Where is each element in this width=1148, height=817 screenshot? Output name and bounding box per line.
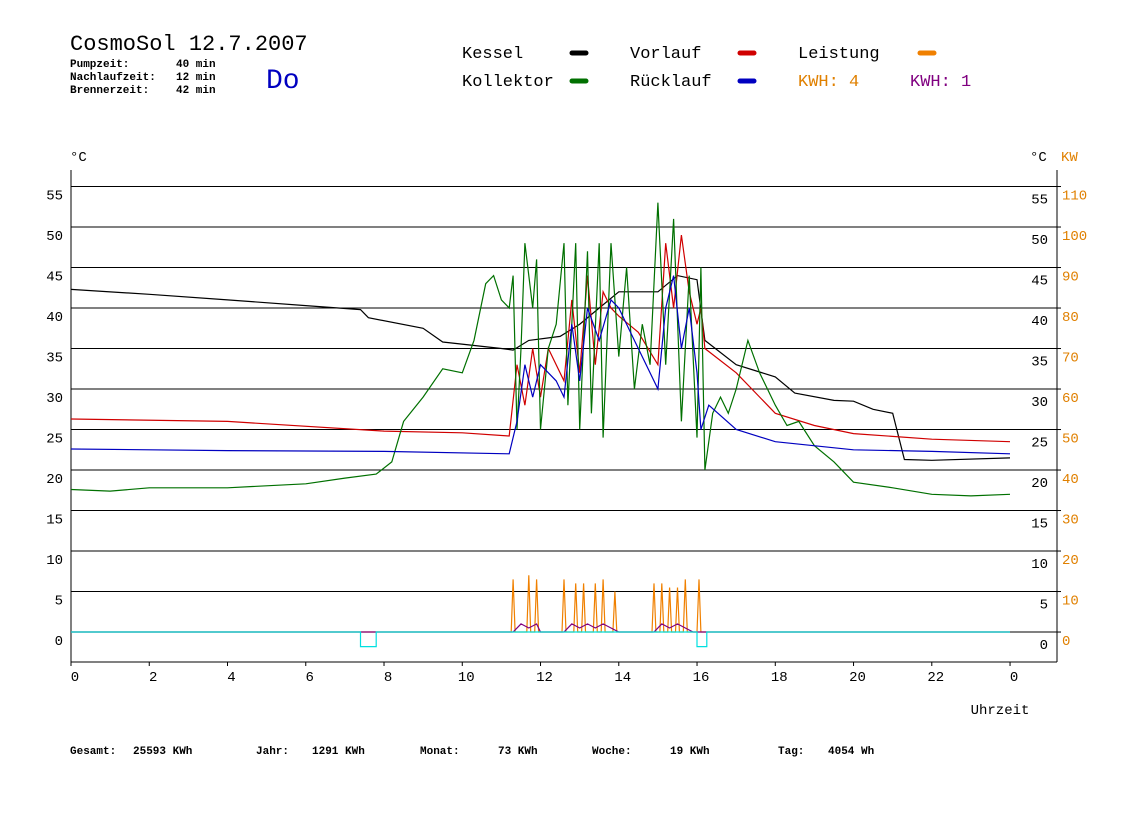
footer-label: Gesamt: xyxy=(70,746,116,758)
x-axis-label: Uhrzeit xyxy=(971,703,1030,719)
y2-tick-label: 60 xyxy=(1062,391,1079,407)
y-tick-label-right: 45 xyxy=(1031,274,1048,290)
y-tick-label-right: 25 xyxy=(1031,436,1048,452)
x-tick-label: 6 xyxy=(306,670,314,686)
footer-value: 4054 Wh xyxy=(828,746,874,758)
y-tick-label-right: 30 xyxy=(1031,395,1048,411)
y2-tick-label: 70 xyxy=(1062,351,1079,367)
y2-tick-label: 30 xyxy=(1062,513,1079,529)
y2-axis-label: KW xyxy=(1061,150,1078,166)
info-value: 40 min xyxy=(176,59,216,71)
x-tick-label: 14 xyxy=(614,670,631,686)
legend-label: Kessel xyxy=(462,45,523,64)
x-tick-label: 16 xyxy=(693,670,710,686)
y2-tick-label: 110 xyxy=(1062,189,1087,205)
y-tick-label-right: 10 xyxy=(1031,557,1048,573)
legend-label: Rücklauf xyxy=(630,73,712,92)
y-tick-label: 25 xyxy=(46,432,63,448)
footer-label: Tag: xyxy=(778,746,804,758)
info-value: 42 min xyxy=(176,85,216,97)
y2-tick-label: 40 xyxy=(1062,472,1079,488)
y-tick-label: 45 xyxy=(46,270,63,286)
y2-tick-label: 90 xyxy=(1062,270,1079,286)
y-tick-label: 55 xyxy=(46,189,63,205)
kwh-label: KWH: 4 xyxy=(798,73,859,92)
y-tick-label-right: 35 xyxy=(1031,355,1048,371)
series-line xyxy=(70,275,1011,455)
y2-tick-label: 100 xyxy=(1062,229,1087,245)
y-tick-label: 20 xyxy=(46,472,63,488)
series-line xyxy=(71,631,1010,648)
y2-axis-label-left: °C xyxy=(1030,150,1047,166)
footer-value: 1291 KWh xyxy=(312,746,365,758)
title: CosmoSol 12.7.2007 xyxy=(70,32,308,57)
y-tick-label-right: 5 xyxy=(1040,598,1048,614)
footer-value: 25593 KWh xyxy=(133,746,192,758)
legend-label: Leistung xyxy=(798,45,880,64)
y-tick-label-right: 55 xyxy=(1031,193,1048,209)
y2-tick-label: 10 xyxy=(1062,594,1079,610)
info-value: 12 min xyxy=(176,72,216,84)
kwh-label: KWH: 1 xyxy=(910,73,971,92)
y-tick-label: 40 xyxy=(46,310,63,326)
footer-label: Jahr: xyxy=(256,746,289,758)
series-line xyxy=(70,202,1011,497)
y-axis-label: °C xyxy=(70,150,87,166)
x-tick-label: 2 xyxy=(149,670,157,686)
y-tick-label: 0 xyxy=(55,634,63,650)
info-label: Nachlaufzeit: xyxy=(70,72,156,84)
x-tick-label: 0 xyxy=(71,670,79,686)
x-tick-label: 0 xyxy=(1010,670,1018,686)
x-tick-label: 4 xyxy=(227,670,235,686)
y-tick-label: 50 xyxy=(46,229,63,245)
x-tick-label: 18 xyxy=(771,670,788,686)
footer-label: Monat: xyxy=(420,746,460,758)
x-tick-label: 8 xyxy=(384,670,392,686)
info-label: Pumpzeit: xyxy=(70,59,129,71)
day: Do xyxy=(266,66,300,97)
y-tick-label-right: 0 xyxy=(1040,638,1048,654)
y-tick-label: 15 xyxy=(46,513,63,529)
y2-tick-label: 0 xyxy=(1062,634,1070,650)
y2-tick-label: 80 xyxy=(1062,310,1079,326)
x-tick-label: 22 xyxy=(927,670,944,686)
series-line xyxy=(71,575,1010,633)
x-tick-label: 20 xyxy=(849,670,866,686)
y-tick-label: 10 xyxy=(46,553,63,569)
y2-tick-label: 50 xyxy=(1062,432,1079,448)
y-tick-label-right: 20 xyxy=(1031,476,1048,492)
y-tick-label: 30 xyxy=(46,391,63,407)
legend-label: Vorlauf xyxy=(630,45,701,64)
info-label: Brennerzeit: xyxy=(70,85,149,97)
x-tick-label: 12 xyxy=(536,670,553,686)
y2-tick-label: 20 xyxy=(1062,553,1079,569)
footer-value: 19 KWh xyxy=(670,746,710,758)
y-tick-label-right: 50 xyxy=(1031,233,1048,249)
series-line xyxy=(70,274,1011,461)
x-tick-label: 10 xyxy=(458,670,475,686)
legend-label: Kollektor xyxy=(462,73,554,92)
y-tick-label-right: 40 xyxy=(1031,314,1048,330)
y-tick-label-right: 15 xyxy=(1031,517,1048,533)
footer-value: 73 KWh xyxy=(498,746,538,758)
y-tick-label: 35 xyxy=(46,351,63,367)
footer-label: Woche: xyxy=(592,746,632,758)
y-tick-label: 5 xyxy=(55,594,63,610)
series-line xyxy=(71,623,1010,633)
